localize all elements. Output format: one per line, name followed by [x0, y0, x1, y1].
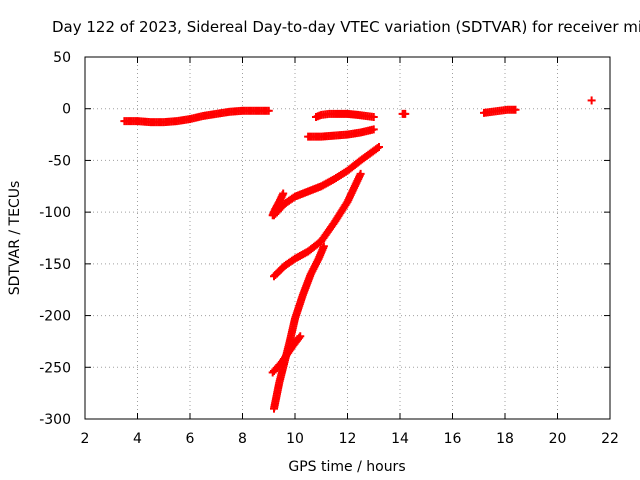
x-tick-label: 16 — [444, 431, 462, 447]
data-point — [511, 105, 520, 114]
x-tick-label: 20 — [549, 431, 567, 447]
x-tick-label: 6 — [186, 431, 195, 447]
x-tick-label: 12 — [339, 431, 357, 447]
x-tick-label: 14 — [391, 431, 409, 447]
data-point — [356, 169, 365, 178]
x-tick-label: 10 — [286, 431, 304, 447]
data-point — [369, 112, 378, 121]
axis-ticks — [84, 56, 611, 420]
data-point — [295, 333, 304, 342]
data-series-4 — [480, 105, 520, 117]
data-point — [369, 125, 378, 134]
data-point — [296, 332, 305, 341]
x-tick-label: 22 — [601, 431, 619, 447]
y-tick-label: -100 — [39, 205, 71, 221]
x-tick-labels: 2 4 6 8 10 12 14 16 18 20 22 — [81, 431, 619, 447]
data-series-8 — [270, 169, 365, 281]
data-points — [120, 96, 596, 413]
x-tick-label: 4 — [133, 431, 142, 447]
y-tick-labels: 50 0 -50 -100 -150 -200 -250 -300 — [39, 50, 71, 428]
data-series-3 — [398, 109, 410, 118]
y-tick-label: -300 — [39, 412, 71, 428]
data-series-10 — [268, 332, 305, 377]
y-tick-label: -50 — [48, 153, 71, 169]
data-point — [373, 144, 382, 153]
y-tick-label: -200 — [39, 309, 71, 325]
data-point — [279, 189, 288, 198]
data-point — [587, 96, 596, 105]
y-tick-label: -250 — [39, 360, 71, 376]
data-series-9 — [270, 242, 328, 413]
x-tick-label: 2 — [81, 431, 90, 447]
data-series-5 — [587, 96, 596, 105]
data-series-0 — [120, 106, 273, 127]
data-series-2 — [304, 125, 378, 141]
data-series-1 — [312, 109, 378, 121]
data-point — [401, 109, 410, 118]
y-tick-label: 50 — [53, 50, 71, 66]
y-tick-label: 0 — [62, 102, 71, 118]
x-tick-label: 8 — [238, 431, 247, 447]
x-tick-label: 18 — [496, 431, 514, 447]
x-axis-label: GPS time / hours — [288, 459, 405, 475]
y-tick-label: -150 — [39, 257, 71, 273]
y-axis-label: SDTVAR / TECUs — [7, 181, 23, 296]
chart-title: Day 122 of 2023, Sidereal Day-to-day VTE… — [52, 18, 640, 36]
data-point — [319, 242, 328, 251]
data-point — [375, 142, 383, 151]
data-point — [264, 106, 273, 115]
data-series-7 — [270, 142, 383, 220]
